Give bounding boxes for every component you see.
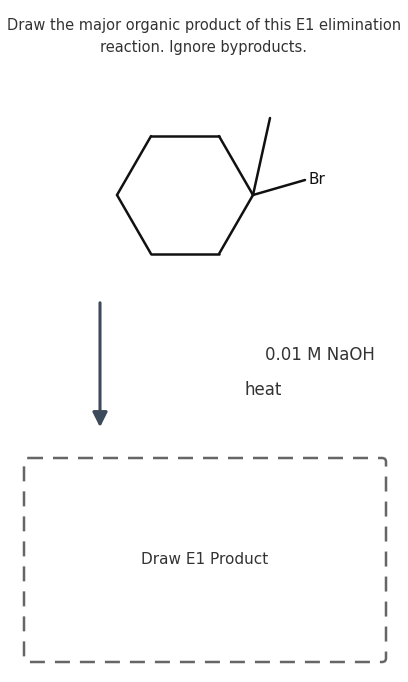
Text: Draw E1 Product: Draw E1 Product — [142, 552, 268, 567]
Text: heat: heat — [245, 381, 282, 399]
Text: 0.01 M NaOH: 0.01 M NaOH — [265, 346, 375, 364]
Text: Br: Br — [308, 173, 325, 188]
Text: Draw the major organic product of this E1 elimination: Draw the major organic product of this E… — [7, 18, 401, 33]
Text: reaction. Ignore byproducts.: reaction. Ignore byproducts. — [100, 40, 308, 55]
